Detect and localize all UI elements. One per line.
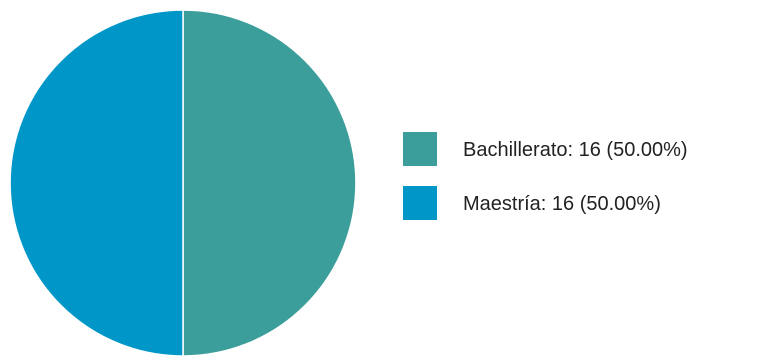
pie-slice-maestr-a bbox=[9, 9, 184, 356]
pie-slice-bachillerato bbox=[182, 9, 357, 356]
pie-slices bbox=[9, 9, 357, 356]
legend-label-maestr-a: Maestría: 16 (50.00%) bbox=[463, 193, 661, 215]
legend-swatch-maestr-a bbox=[403, 186, 437, 220]
legend-swatch-bachillerato bbox=[403, 132, 437, 166]
legend: Bachillerato: 16 (50.00%) Maestría: 16 (5… bbox=[403, 132, 688, 220]
legend-label-bachillerato: Bachillerato: 16 (50.00%) bbox=[463, 139, 688, 161]
